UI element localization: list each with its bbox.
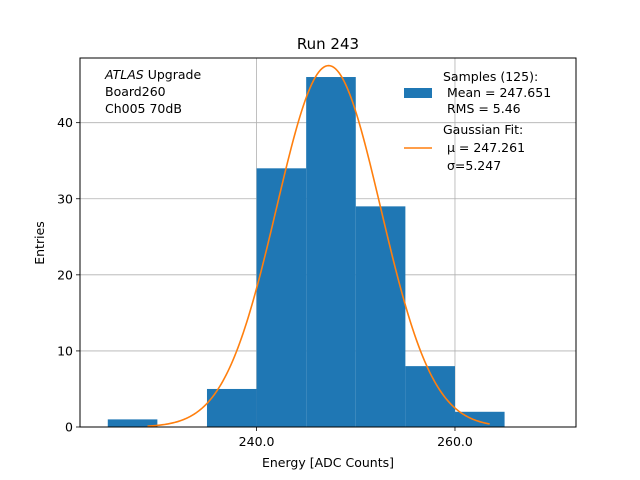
y-tick-label: 0	[65, 420, 73, 435]
annotation-text: Ch005 70dB	[105, 101, 182, 116]
y-tick-label: 10	[57, 343, 73, 358]
histogram-bar	[355, 206, 406, 427]
y-tick-label: 30	[57, 191, 73, 206]
histogram-bar	[107, 419, 158, 427]
x-tick-label: 260.0	[437, 434, 473, 449]
histogram-bar	[206, 388, 257, 427]
y-tick-label: 40	[57, 115, 73, 130]
gaussian-fit-curve	[147, 64, 490, 427]
y-axis-label: Entries	[32, 221, 47, 265]
chart-title: Run 243	[297, 35, 359, 53]
legend: Samples (125): Mean = 247.651 RMS = 5.46…	[404, 69, 551, 173]
tick-layer: 240.0 260.0 0 10 20 30 40	[57, 115, 473, 449]
histogram-bar	[454, 411, 505, 427]
legend-histogram-line-3: RMS = 5.46	[443, 101, 521, 116]
annotation-text: Upgrade	[144, 67, 202, 82]
y-tick-label: 20	[57, 267, 73, 282]
histogram-bar	[405, 366, 455, 427]
plot-frame	[79, 57, 577, 428]
legend-histogram-line-2: Mean = 247.651	[443, 85, 551, 100]
annotation-text: Board260	[105, 84, 166, 99]
legend-fit-line-3: σ=5.247	[443, 158, 501, 173]
gaussian-fit-layer	[147, 64, 490, 427]
legend-swatch-histogram	[404, 88, 432, 98]
annotation-italic-text: ATLAS	[104, 67, 144, 82]
annotation-line: Ch005 70dB	[105, 101, 182, 116]
x-tick-label: 240.0	[239, 434, 275, 449]
annotation-box: ATLAS Upgrade Board260 Ch005 70dB	[104, 67, 201, 116]
legend-histogram-line-1: Samples (125):	[443, 69, 538, 84]
histogram-bar	[306, 77, 356, 427]
histogram-bar	[256, 168, 307, 427]
legend-fit-line-1: Gaussian Fit:	[443, 122, 523, 137]
legend-fit-line-2: μ = 247.261	[443, 140, 525, 155]
annotation-line: ATLAS Upgrade	[104, 67, 201, 82]
x-axis-label: Energy [ADC Counts]	[262, 455, 394, 470]
annotation-line: Board260	[105, 84, 166, 99]
histogram-bars	[107, 77, 505, 427]
